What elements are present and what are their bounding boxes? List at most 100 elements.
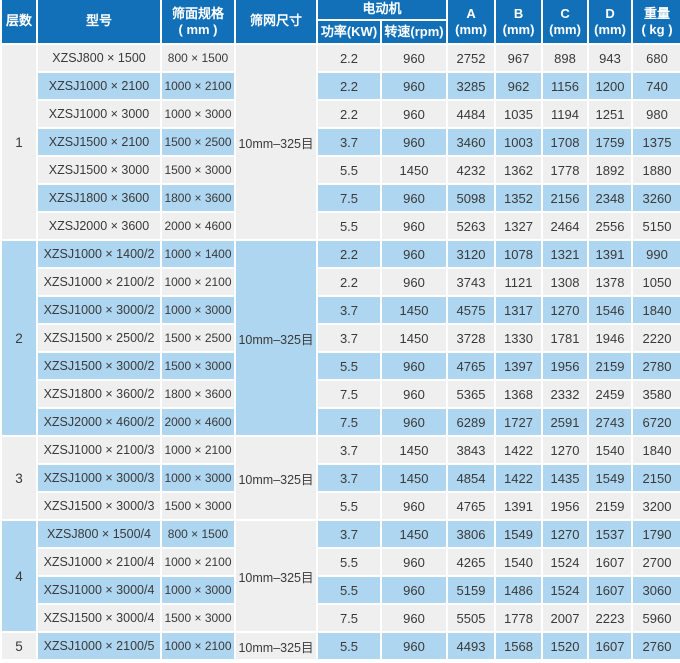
cell-weight: 3200 [631, 491, 680, 521]
cell-dim-c: 2332 [541, 379, 590, 409]
cell-screen-spec: 1500 × 3000 [160, 603, 236, 633]
table-row: 1 XZSJ800 × 1500 800 × 1500 10mm–325目 2.2 960… [0, 43, 680, 241]
cell-motor-speed: 1450 [379, 519, 449, 549]
cell-dim-d: 1378 [587, 267, 634, 297]
cell-dim-a: 4484 [446, 99, 497, 129]
cell-dim-c: 1435 [541, 463, 590, 493]
cell-weight: 1840 [631, 435, 680, 465]
cell-model: XZSJ1000 × 2100 [36, 71, 162, 101]
cell-dim-a: 3460 [446, 127, 497, 157]
cell-layer-count: 2 [0, 239, 38, 437]
cell-mesh-size: 10mm–325目 [234, 435, 318, 521]
cell-dim-c: 2156 [541, 183, 590, 213]
header-dim-b: B (mm) [494, 0, 544, 45]
cell-dim-c: 2591 [541, 407, 590, 437]
cell-dim-c: 1956 [541, 351, 590, 381]
table-row: 2 XZSJ1000 × 1400/2 1000 × 1400 10mm–325目 2.… [0, 239, 680, 437]
cell-dim-c: 1778 [541, 155, 590, 185]
table-row: 4 XZSJ800 × 1500/4 800 × 1500 10mm–325目 3.7 1… [0, 519, 680, 633]
cell-weight: 2760 [631, 631, 680, 661]
cell-dim-d: 1391 [587, 239, 634, 269]
cell-motor-speed: 960 [379, 575, 449, 605]
cell-screen-spec: 1000 × 2100 [160, 71, 236, 101]
cell-dim-d: 1946 [587, 323, 634, 353]
header-mesh-size: 筛网尺寸 [234, 0, 318, 45]
cell-motor-speed: 960 [379, 407, 449, 437]
table-row: XZSJ1800 × 3600/2 1800 × 3600 7.5 960 5365 13… [1, 379, 680, 409]
cell-motor-power: 7.5 [316, 407, 382, 437]
table-row: 5 XZSJ1000 × 2100/5 1000 × 2100 10mm–325目 5.… [0, 631, 680, 661]
cell-dim-c: 1270 [541, 435, 590, 465]
cell-motor-speed: 960 [379, 547, 449, 577]
cell-motor-power: 3.7 [316, 295, 382, 325]
cell-motor-speed: 960 [379, 351, 449, 381]
cell-motor-power: 5.5 [316, 211, 382, 241]
table-row: XZSJ1000 × 3000/3 1000 × 3000 3.7 1450 4854 1… [1, 463, 680, 493]
cell-motor-power: 5.5 [316, 547, 382, 577]
cell-dim-d: 2743 [587, 407, 634, 437]
cell-dim-d: 1251 [587, 99, 634, 129]
cell-dim-d: 1200 [587, 71, 634, 101]
cell-layer-count: 5 [0, 631, 38, 661]
cell-motor-speed: 1450 [379, 435, 449, 465]
cell-layer-count: 3 [0, 435, 38, 521]
cell-weight: 3060 [631, 575, 680, 605]
table-row: XZSJ1000 × 3000/2 1000 × 3000 3.7 1450 4575 1… [1, 295, 680, 325]
cell-dim-a: 4765 [446, 491, 497, 521]
cell-model: XZSJ1000 × 2100/2 [36, 267, 162, 297]
cell-model: XZSJ1500 × 2100 [36, 127, 162, 157]
cell-dim-c: 2464 [541, 211, 590, 241]
header-dim-b-line2: (mm) [502, 21, 535, 37]
table-row: XZSJ1000 × 2100/4 1000 × 2100 5.5 960 4265 15… [1, 547, 680, 577]
header-motor-group: 电动机 [315, 0, 449, 21]
cell-mesh-size: 10mm–325目 [234, 43, 318, 241]
table-row: XZSJ1000 × 2100 1000 × 2100 2.2 960 3285 962 1… [1, 71, 680, 101]
cell-dim-a: 2752 [446, 43, 497, 73]
cell-motor-power: 2.2 [316, 43, 382, 73]
table-row: XZSJ1500 × 3000/4 1500 × 3000 7.5 960 5505 17… [1, 603, 680, 633]
table-row: XZSJ1000 × 3000 1000 × 3000 2.2 960 4484 1035… [1, 99, 680, 129]
cell-model: XZSJ1000 × 1400/2 [36, 239, 162, 269]
cell-dim-b: 967 [494, 43, 544, 73]
cell-dim-a: 4575 [446, 295, 497, 325]
cell-model: XZSJ1800 × 3600 [36, 183, 162, 213]
header-dim-c-line1: C [560, 6, 570, 22]
table-body: 1 XZSJ800 × 1500 800 × 1500 10mm–325目 2.2 960… [0, 43, 680, 661]
cell-motor-power: 2.2 [316, 239, 382, 269]
cell-motor-speed: 960 [379, 239, 449, 269]
cell-dim-d: 1607 [587, 631, 634, 661]
cell-dim-c: 1956 [541, 491, 590, 521]
cell-screen-spec: 1800 × 3600 [160, 379, 236, 409]
cell-screen-spec: 1000 × 3000 [160, 99, 236, 129]
cell-motor-speed: 960 [379, 603, 449, 633]
cell-dim-d: 2159 [587, 491, 634, 521]
cell-dim-b: 1368 [494, 379, 544, 409]
cell-dim-c: 1708 [541, 127, 590, 157]
header-weight: 重量 ( kg ) [631, 0, 680, 45]
cell-motor-power: 7.5 [316, 603, 382, 633]
cell-motor-power: 3.7 [316, 435, 382, 465]
cell-model: XZSJ1000 × 2100/4 [36, 547, 162, 577]
cell-weight: 3260 [631, 183, 680, 213]
table-header: 层数 型号 筛面规格 ( mm ) 筛网尺寸 电动机 A (mm) B (mm)… [0, 0, 680, 45]
cell-motor-power: 5.5 [316, 351, 382, 381]
cell-weight: 1050 [631, 267, 680, 297]
cell-screen-spec: 800 × 1500 [160, 519, 236, 549]
cell-motor-power: 5.5 [316, 491, 382, 521]
cell-dim-a: 4854 [446, 463, 497, 493]
cell-dim-b: 1422 [494, 463, 544, 493]
cell-dim-b: 1391 [494, 491, 544, 521]
cell-dim-a: 3843 [446, 435, 497, 465]
cell-screen-spec: 1000 × 2100 [160, 435, 236, 465]
cell-dim-d: 943 [587, 43, 634, 73]
cell-dim-c: 1194 [541, 99, 590, 129]
cell-weight: 2220 [631, 323, 680, 353]
cell-dim-a: 3743 [446, 267, 497, 297]
cell-motor-speed: 960 [379, 99, 449, 129]
cell-screen-spec: 1500 × 3000 [160, 351, 236, 381]
header-dim-b-line1: B [513, 6, 524, 22]
cell-model: XZSJ1000 × 2100/3 [36, 435, 162, 465]
cell-dim-a: 3120 [446, 239, 497, 269]
header-dim-a: A (mm) [446, 0, 497, 45]
